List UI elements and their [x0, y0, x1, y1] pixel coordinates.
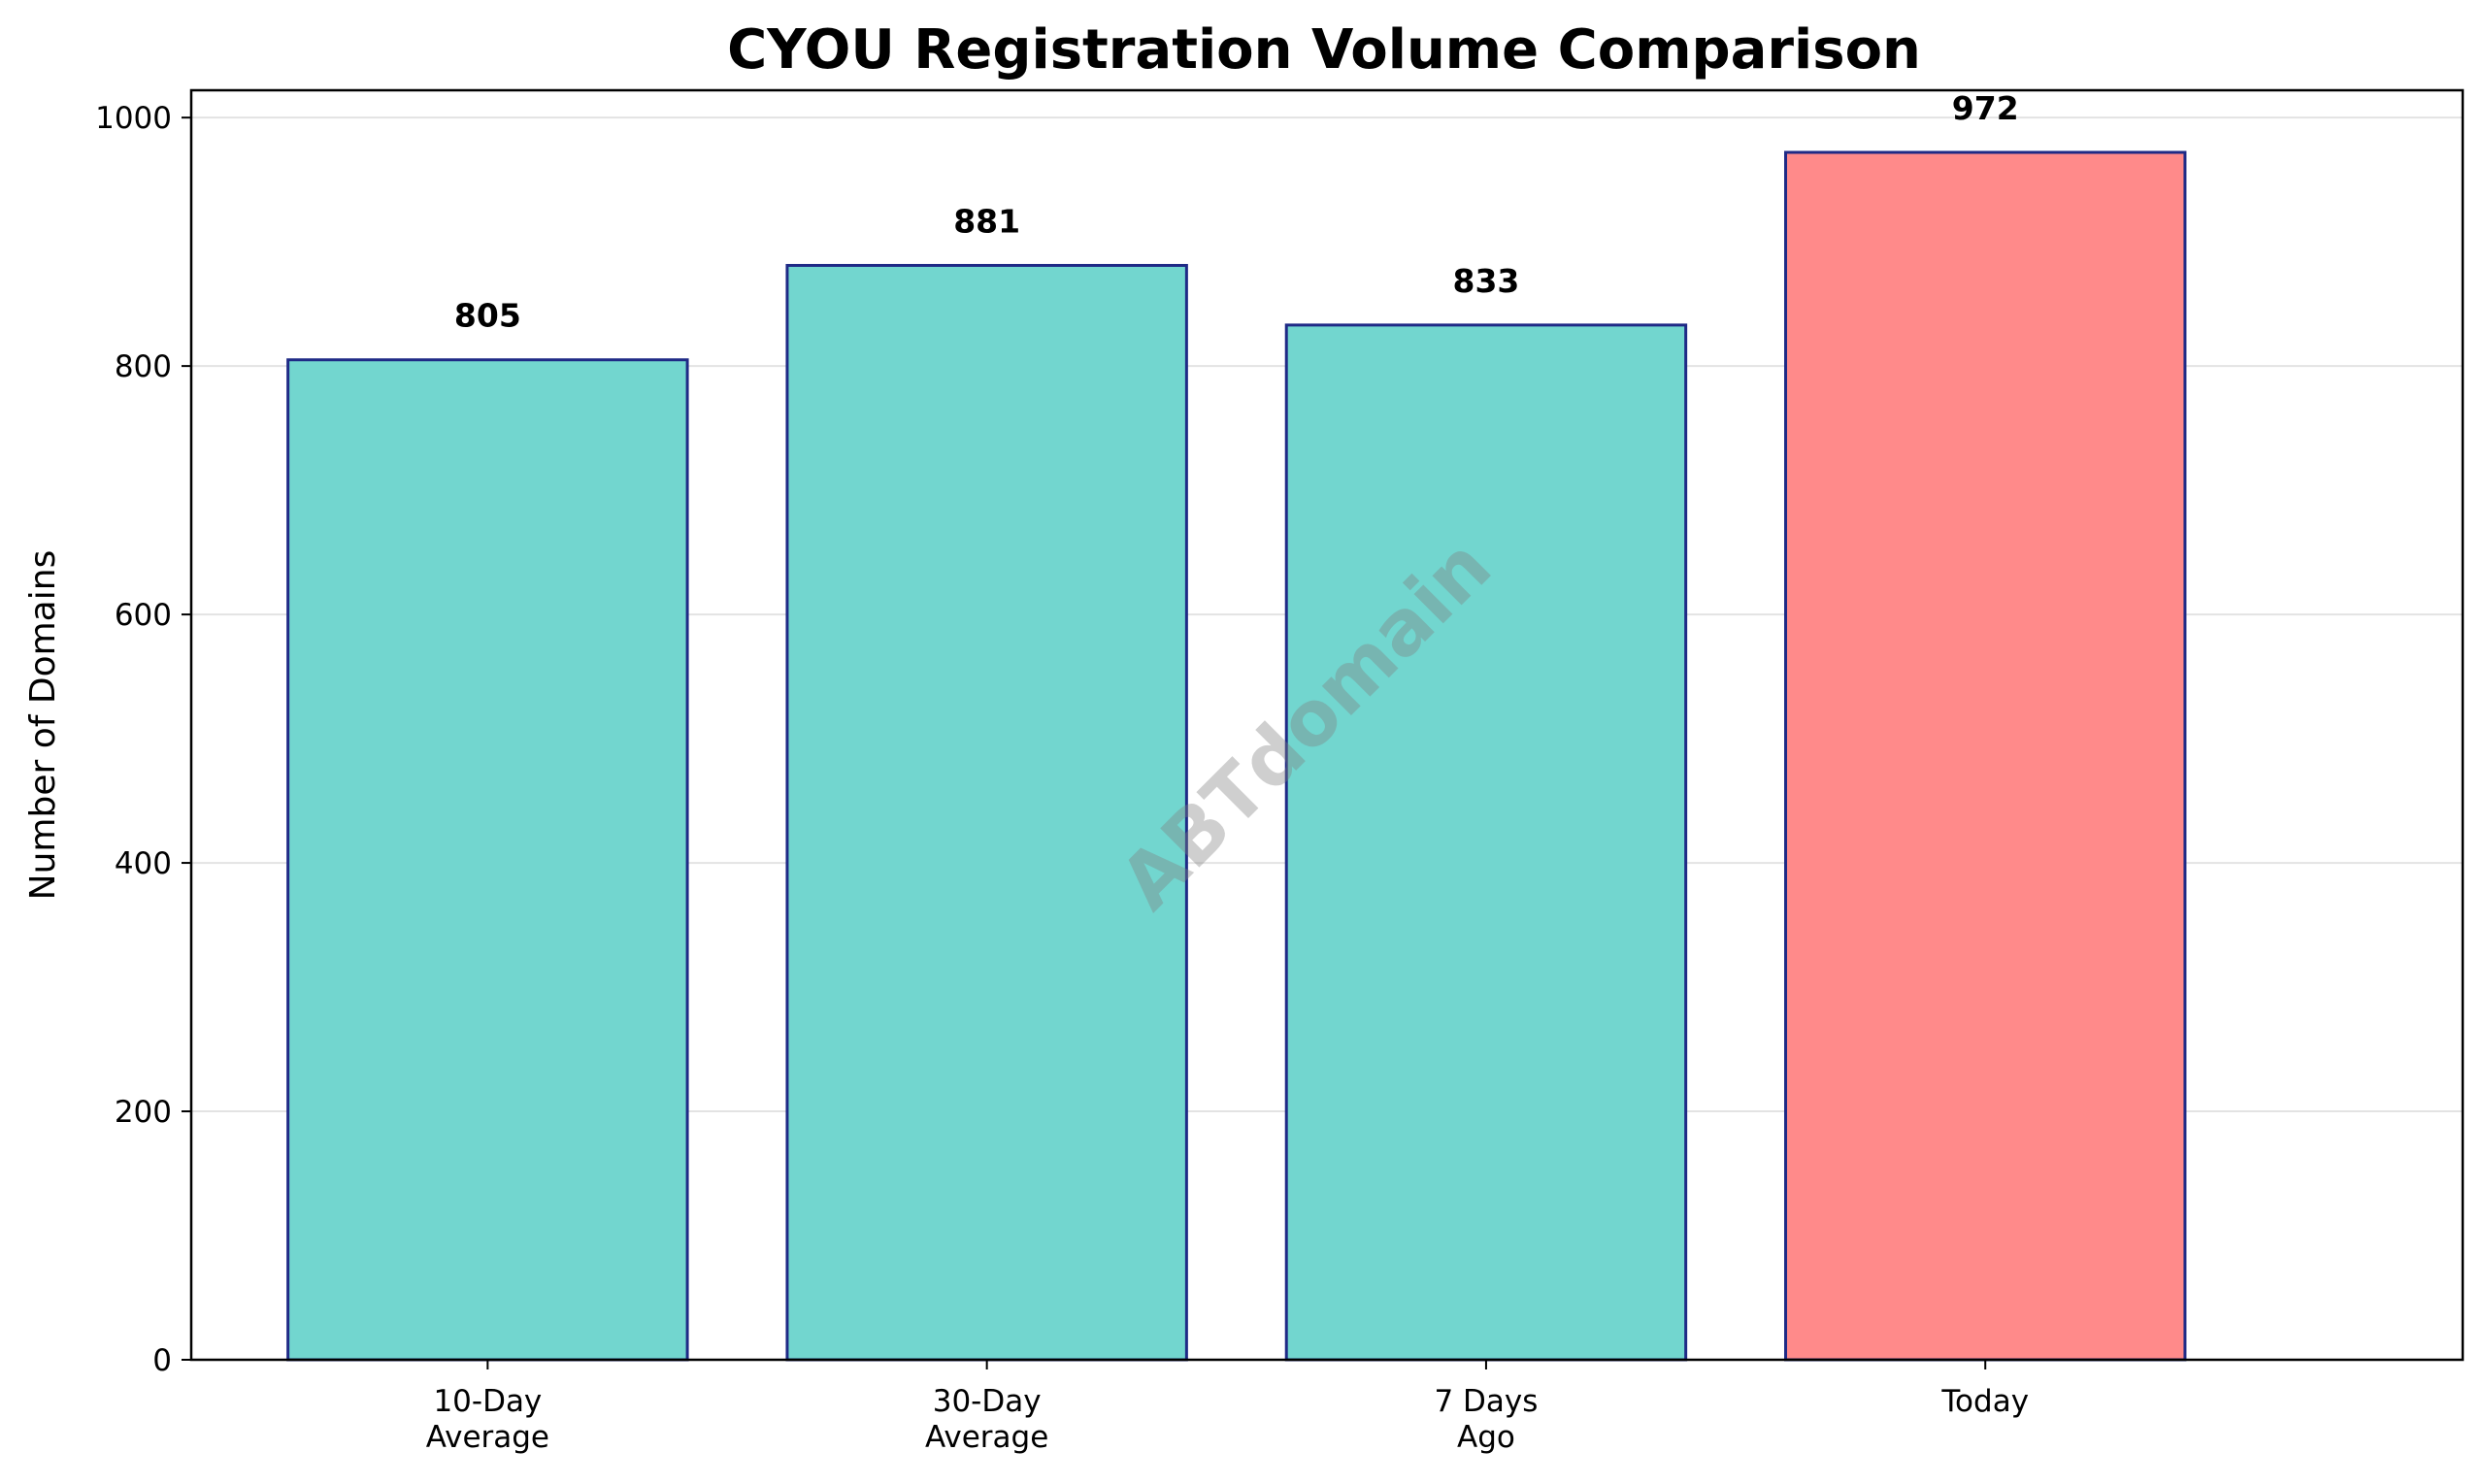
bar [785, 263, 1188, 1362]
y-tick-label: 800 [115, 349, 172, 384]
plot-frame [189, 88, 2465, 1362]
x-tick-label: Average [925, 1420, 1048, 1455]
y-tick-label: 0 [152, 1343, 172, 1378]
x-tick-label: 7 Days [1434, 1384, 1538, 1419]
y-tick-label: 1000 [95, 101, 172, 136]
y-tick-label: 400 [115, 846, 172, 881]
x-tick-label: Today [1940, 1384, 2029, 1419]
bars [286, 150, 2187, 1362]
x-tick-label: 10-Day [433, 1384, 542, 1419]
x-tick-label: 30-Day [933, 1384, 1042, 1419]
y-tick-label: 600 [115, 598, 172, 633]
value-labels: 805 881 833 972 [454, 89, 2019, 335]
bar [1284, 323, 1688, 1362]
x-tick-label: Average [426, 1420, 549, 1455]
bar-value-label: 805 [454, 297, 521, 335]
bar [1784, 150, 2187, 1362]
chart-title: CYOU Registration Volume Comparison [727, 18, 1921, 82]
bar-value-label: 972 [1952, 89, 2019, 127]
bar-value-label: 881 [953, 202, 1020, 240]
x-tick-label: Ago [1457, 1420, 1515, 1455]
y-axis-label: Number of Domains [23, 550, 63, 901]
y-tick-label: 200 [115, 1095, 172, 1130]
bar-value-label: 833 [1452, 262, 1519, 300]
bar [286, 358, 689, 1362]
y-axis: 0 200 400 600 800 1000 [95, 101, 191, 1378]
